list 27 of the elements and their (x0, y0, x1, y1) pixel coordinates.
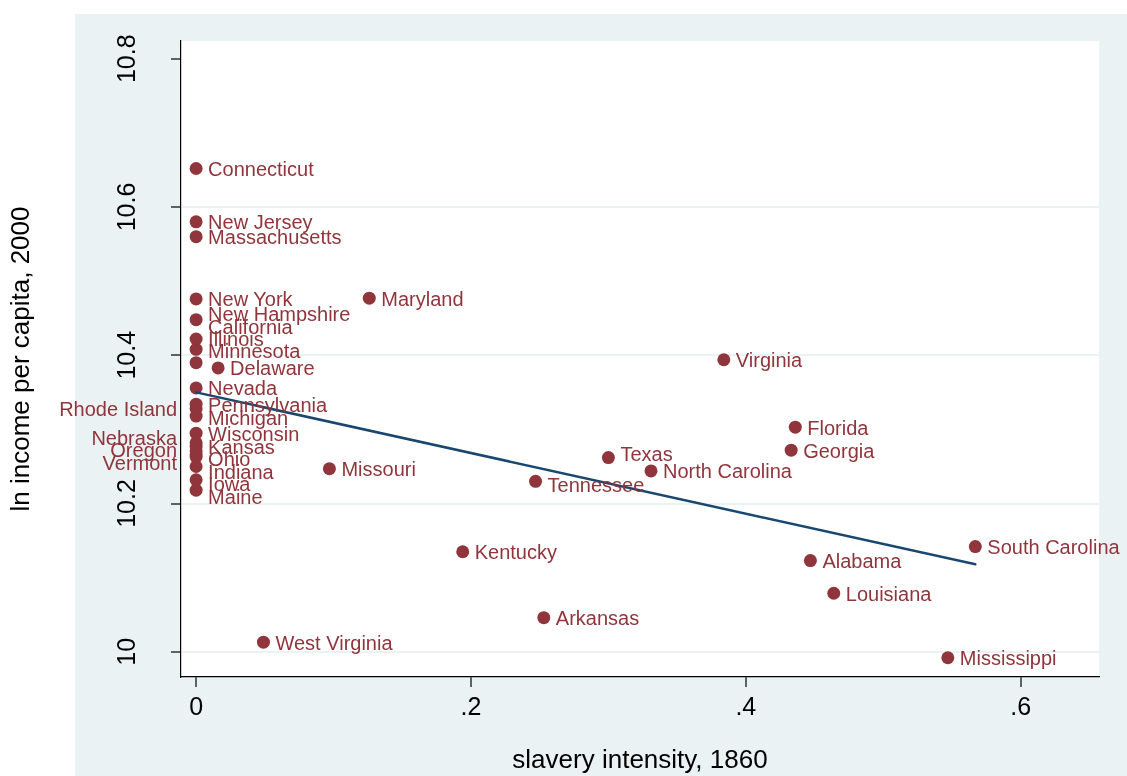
series-label: Maryland (381, 287, 464, 310)
series-label: Florida (807, 416, 870, 439)
series-label: Virginia (735, 349, 804, 372)
x-tick-label: .6 (1010, 691, 1032, 720)
series-label: North Carolina (662, 460, 793, 483)
y-tick-label: 10.8 (111, 34, 140, 84)
y-tick-label: 10.4 (111, 330, 140, 380)
x-axis-title: slavery intensity, 1860 (512, 743, 768, 774)
series-label: Rhode Island (59, 398, 178, 421)
y-axis-title: ln income per capita, 2000 (4, 206, 35, 512)
series-label: South Carolina (987, 536, 1121, 559)
series-label: Louisiana (845, 582, 933, 605)
x-tick-label: .2 (460, 691, 482, 720)
series-label: Mississippi (959, 647, 1057, 670)
series-label: Kentucky (474, 541, 557, 564)
x-tick-label: .4 (735, 691, 757, 720)
y-tick-label: 10.2 (111, 479, 140, 528)
series-label: Georgia (803, 439, 876, 462)
series-label: Alabama (822, 550, 903, 573)
series-label: Connecticut (208, 158, 315, 181)
y-tick-label: 10 (111, 637, 140, 666)
series-label: Delaware (230, 357, 315, 380)
series-label: Missouri (341, 458, 416, 481)
y-tick-label: 10.6 (111, 182, 140, 232)
x-tick-label: 0 (189, 691, 204, 720)
series-label: West Virginia (275, 631, 394, 654)
series-label: Arkansas (555, 607, 640, 630)
